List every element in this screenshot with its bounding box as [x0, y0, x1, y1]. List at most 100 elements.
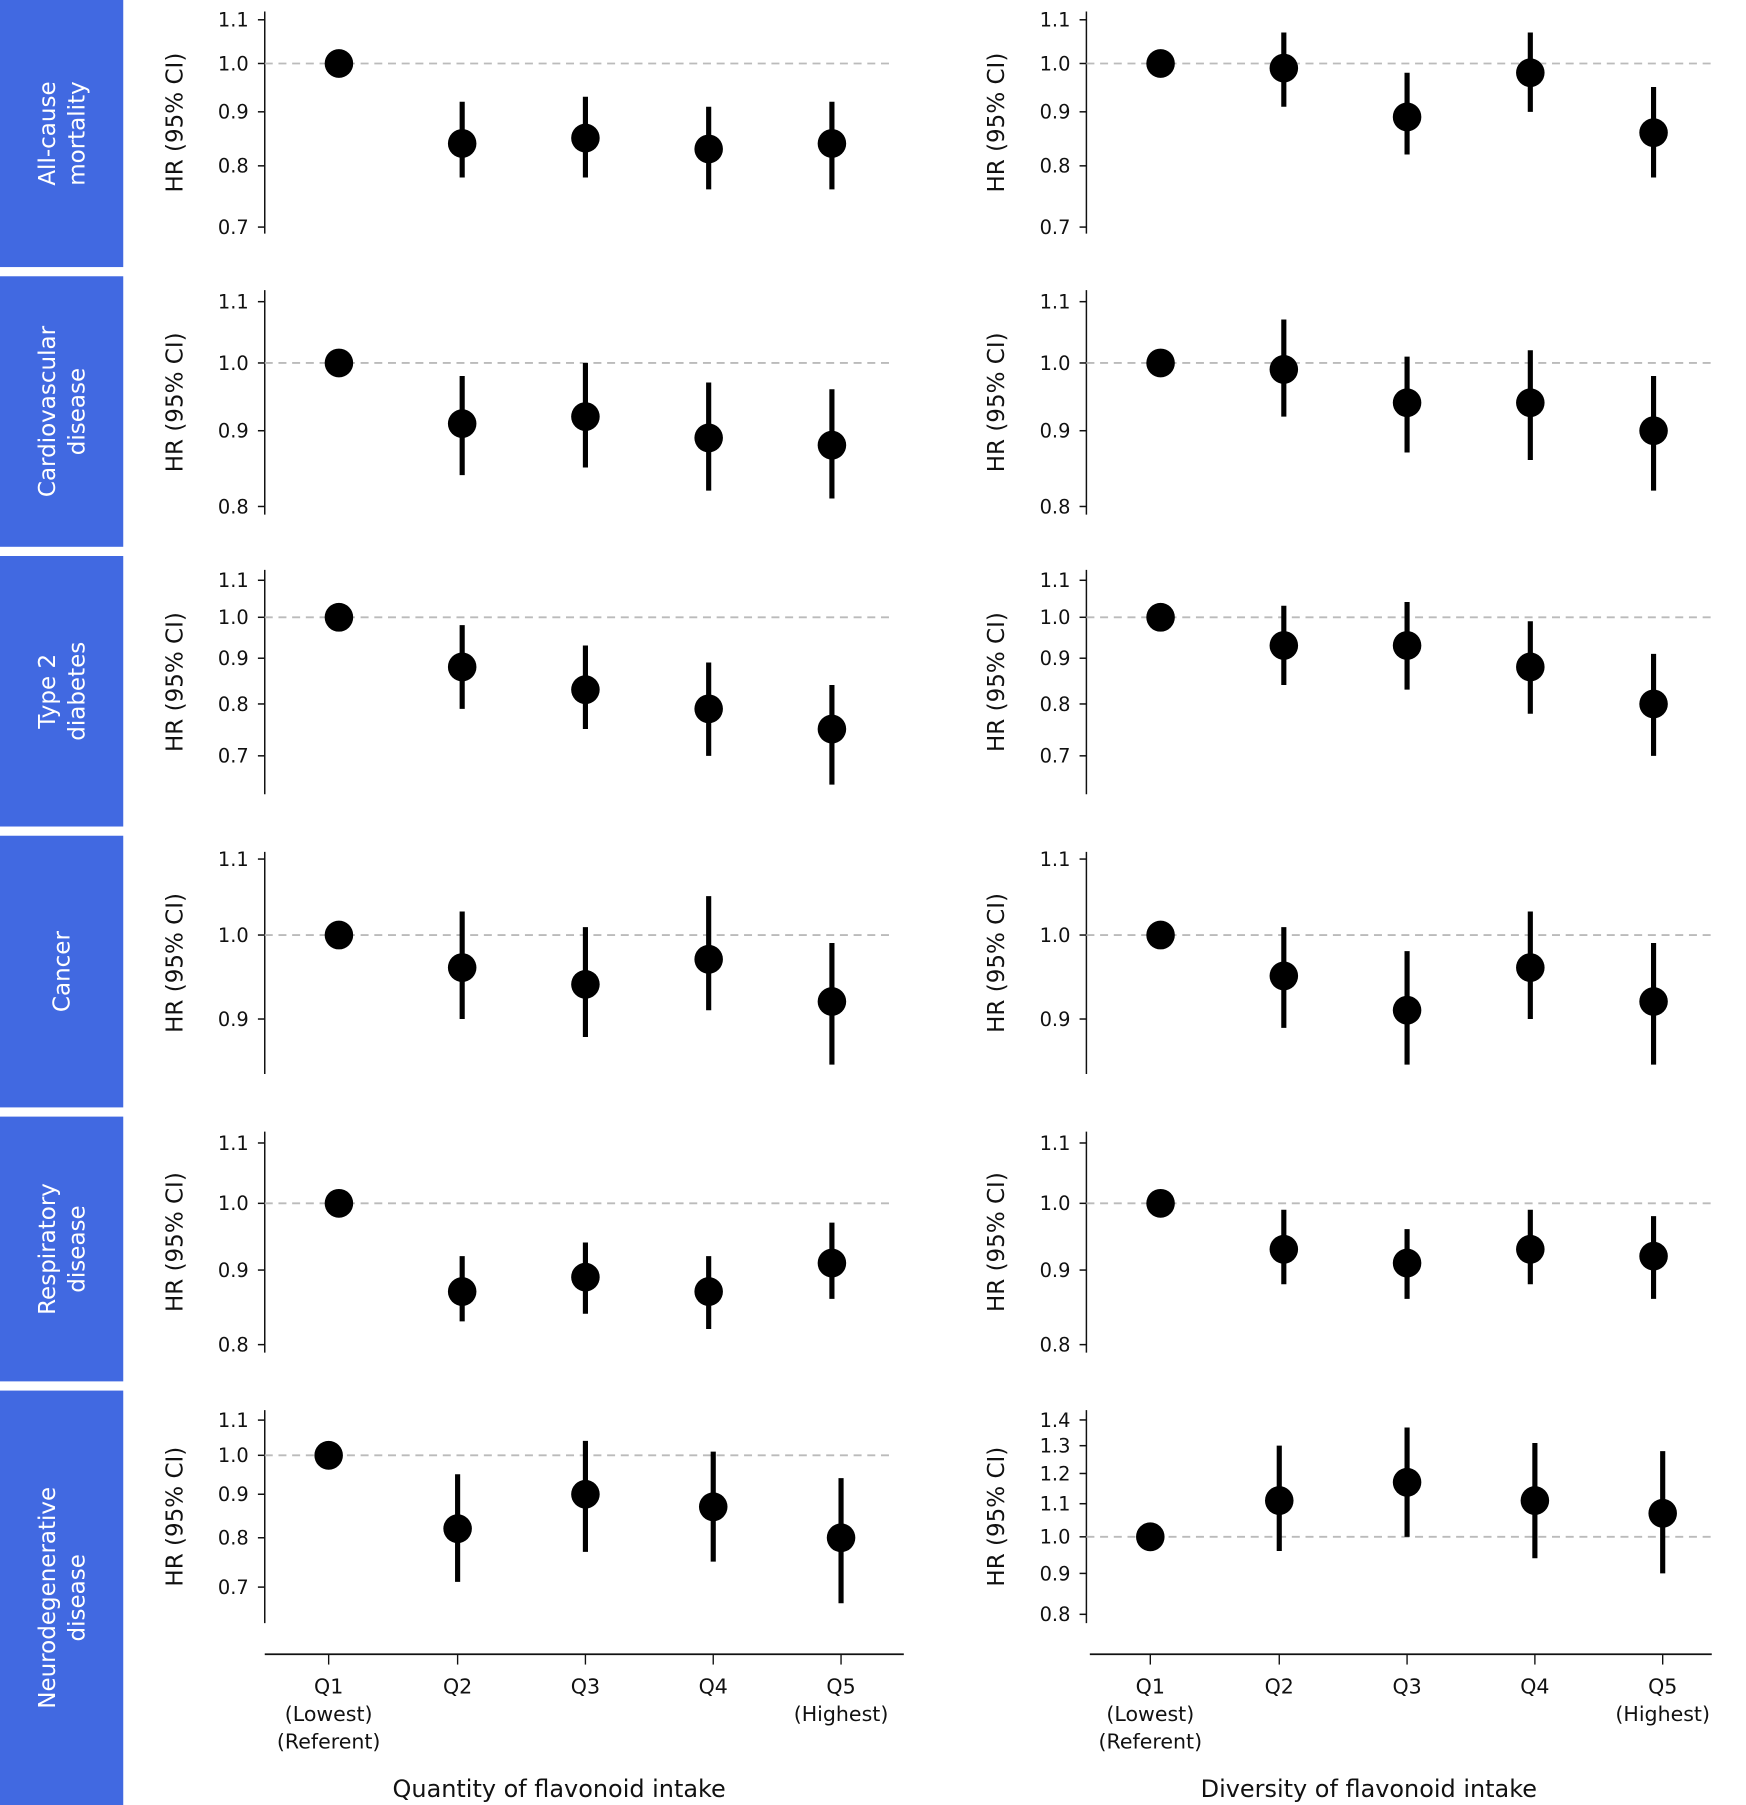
y-axis-label: HR (95% CI): [984, 53, 1010, 193]
hr-point-Q5: [1648, 1498, 1677, 1528]
row-0: All-cause mortality 1.1 1.0 0.9 0.8 0.7 HR (95%…: [0, 0, 1712, 268]
y-tick-label: 1.1: [218, 848, 249, 871]
hr-point-Q3: [1392, 995, 1422, 1025]
x-tick-sublabel: (Highest): [1615, 1702, 1710, 1726]
x-tick-label: Q3: [1392, 1674, 1421, 1698]
y-axis-label: HR (95% CI): [163, 332, 189, 472]
hr-point-Q1: [1146, 920, 1175, 950]
y-tick-label: 1.2: [1040, 1462, 1071, 1485]
hr-point-Q1: [324, 1188, 354, 1218]
hr-point-Q4: [1516, 652, 1545, 682]
x-axis-title: Diversity of flavonoid intake: [1201, 1775, 1537, 1803]
y-tick-label: 1.3: [1040, 1435, 1071, 1458]
row-label: diabetes: [65, 642, 91, 741]
y-tick-label: 0.8: [1040, 155, 1071, 178]
row-label: All-cause: [35, 81, 61, 185]
row-label-band: [0, 0, 124, 268]
row-label: Type 2: [35, 654, 61, 730]
panel-0-1: 1.1 1.0 0.9 0.8 0.7 HR (95% CI): [984, 9, 1712, 239]
y-tick-label: 1.4: [1040, 1409, 1071, 1432]
row-4: Respiratory disease 1.1 1.0 0.9 0.8 HR (95% CI…: [0, 1116, 1712, 1382]
hr-point-Q1: [1146, 348, 1175, 378]
hr-point-Q5: [1639, 987, 1668, 1016]
x-axis-title: Quantity of flavonoid intake: [393, 1775, 726, 1803]
panel-3-1: 1.1 1.0 0.9 HR (95% CI): [984, 848, 1712, 1075]
hr-point-Q5: [1639, 1241, 1668, 1271]
hr-point-Q4: [1516, 388, 1545, 418]
x-tick-sublabel: (Highest): [794, 1702, 889, 1726]
y-tick-label: 0.9: [218, 1008, 249, 1031]
x-axis-1: Q1 (Lowest) (Referent) Q2 Q3 Q4 Q5 (Highest) Div…: [1089, 1653, 1712, 1803]
hr-point-Q1: [1146, 1188, 1175, 1218]
y-tick-label: 0.8: [218, 1527, 249, 1550]
row-1: Cardiovascular disease 1.1 1.0 0.9 0.8 HR (95%…: [0, 276, 1712, 547]
hr-point-Q2: [443, 1514, 472, 1544]
hr-point-Q5: [826, 1523, 856, 1553]
row-label: Neurodegenerative: [35, 1487, 61, 1709]
x-tick-sublabel: (Referent): [1099, 1730, 1203, 1754]
row-label-band: [0, 835, 124, 1108]
row-5: Neurodegenerative disease 1.1 1.0 0.9 0.8 0.7 H…: [0, 1390, 1712, 1805]
y-tick-label: 0.9: [1040, 647, 1071, 670]
y-tick-label: 0.8: [1040, 1603, 1071, 1626]
hr-point-Q1: [314, 1440, 343, 1470]
hr-point-Q3: [1392, 631, 1422, 660]
hr-point-Q2: [447, 953, 477, 982]
hr-point-Q4: [694, 134, 723, 164]
row-label-band: [0, 1116, 124, 1382]
x-tick-sublabel: (Referent): [277, 1730, 381, 1754]
x-tick-sublabel: (Lowest): [285, 1702, 373, 1726]
y-tick-label: 1.1: [218, 9, 249, 32]
hr-point-Q2: [1269, 355, 1299, 384]
y-tick-label: 1.1: [1040, 9, 1071, 32]
row-label: disease: [65, 1554, 91, 1641]
y-tick-label: 1.1: [1040, 848, 1071, 871]
hr-point-Q2: [1264, 1486, 1294, 1515]
x-tick-label: Q5: [826, 1674, 855, 1698]
row-label: Cardiovascular: [35, 325, 61, 497]
hr-point-Q5: [817, 430, 847, 460]
hr-point-Q1: [324, 348, 354, 378]
y-tick-label: 0.8: [1040, 495, 1071, 518]
y-tick-label: 1.0: [1040, 606, 1071, 629]
hr-point-Q5: [817, 1248, 847, 1278]
hr-point-Q4: [1520, 1486, 1550, 1515]
panel-0-0: 1.1 1.0 0.9 0.8 0.7 HR (95% CI): [163, 9, 891, 239]
x-tick-label: Q5: [1648, 1674, 1677, 1698]
panel-1-1: 1.1 1.0 0.9 0.8 HR (95% CI): [984, 290, 1712, 518]
x-tick-sublabel: (Lowest): [1106, 1702, 1194, 1726]
y-tick-label: 0.8: [1040, 693, 1071, 716]
x-tick-label: Q4: [1520, 1674, 1549, 1698]
row-label: Cancer: [50, 930, 76, 1012]
y-tick-label: 1.1: [218, 291, 249, 314]
y-axis-label: HR (95% CI): [984, 1447, 1010, 1587]
y-tick-label: 0.9: [218, 1483, 249, 1506]
y-tick-label: 0.9: [1040, 420, 1071, 443]
hr-point-Q4: [694, 423, 723, 453]
hr-point-Q3: [571, 1262, 600, 1292]
y-tick-label: 0.9: [218, 1259, 249, 1282]
y-tick-label: 0.7: [218, 216, 249, 239]
row-label: disease: [65, 1205, 91, 1292]
x-axis-0: Q1 (Lowest) (Referent) Q2 Q3 Q4 Q5 (Highest) Qua…: [264, 1653, 904, 1803]
row-label-band: [0, 276, 124, 547]
hr-point-Q2: [447, 409, 477, 439]
hr-point-Q3: [1392, 388, 1422, 418]
hr-point-Q3: [1392, 1467, 1422, 1497]
y-tick-label: 0.7: [1040, 745, 1071, 768]
hr-point-Q2: [447, 652, 477, 682]
y-tick-label: 1.0: [218, 606, 249, 629]
y-tick-label: 0.9: [218, 420, 249, 443]
y-tick-label: 0.7: [218, 745, 249, 768]
y-tick-label: 1.1: [218, 1132, 249, 1155]
y-tick-label: 1.0: [1040, 52, 1071, 75]
y-axis-label: HR (95% CI): [163, 893, 189, 1033]
hr-point-Q5: [817, 714, 847, 744]
hr-point-Q5: [1639, 118, 1668, 148]
y-tick-label: 1.0: [1040, 352, 1071, 375]
y-tick-label: 0.9: [1040, 1562, 1071, 1585]
y-tick-label: 1.0: [1040, 1526, 1071, 1549]
hr-point-Q3: [571, 123, 600, 153]
panel-5-0: 1.1 1.0 0.9 0.8 0.7 HR (95% CI): [163, 1409, 891, 1624]
hr-point-Q2: [447, 129, 477, 158]
